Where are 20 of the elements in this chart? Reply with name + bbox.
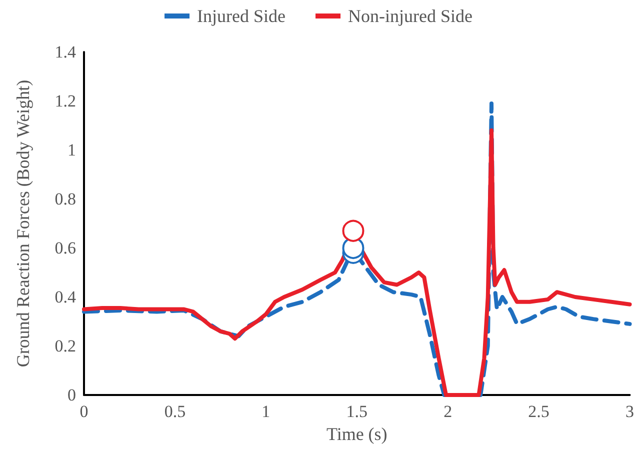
x-tick-label: 3: [626, 402, 634, 421]
y-tick-label: 0.6: [54, 238, 76, 258]
x-tick-label: 1: [262, 402, 270, 421]
y-axis-title: Ground Reaction Forces (Body Weight): [13, 80, 33, 368]
legend-label: Non-injured Side: [348, 6, 472, 26]
y-tick-label: 0: [68, 386, 76, 404]
legend-label: Injured Side: [197, 6, 286, 26]
x-tick-label: 1.5: [346, 402, 368, 421]
y-tick-label: 0.2: [54, 336, 76, 356]
y-tick-label: 1.4: [54, 42, 76, 62]
y-tick-label: 1.2: [54, 92, 76, 110]
x-tick-label: 2.5: [528, 402, 550, 421]
x-tick-label: 0: [80, 402, 88, 421]
y-tick-label: 0.4: [54, 288, 76, 306]
x-tick-label: 0.5: [164, 402, 186, 421]
y-tick-label: 0.8: [54, 190, 76, 208]
point: [342, 220, 364, 242]
x-tick-label: 2: [444, 402, 452, 421]
y-tick-label: 1: [68, 140, 76, 160]
x-axis-title: Time (s): [326, 424, 388, 444]
